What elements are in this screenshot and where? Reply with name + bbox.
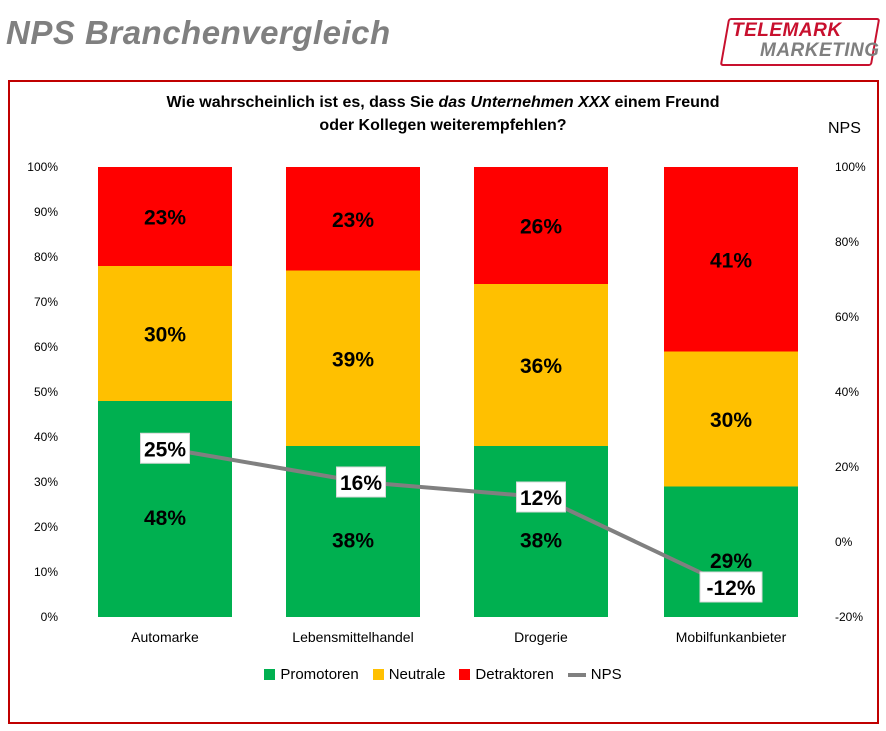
- y-right-tick-label: 40%: [835, 385, 859, 399]
- data-label-promotoren: 29%: [710, 550, 752, 573]
- bar-segment-detraktoren: [474, 167, 608, 284]
- y-left-tick-label: 30%: [34, 475, 58, 489]
- x-category-label: Drogerie: [514, 629, 568, 645]
- company-logo: TELEMARK MARKETING: [719, 14, 881, 68]
- y-right-tick-label: 20%: [835, 460, 859, 474]
- bar-segment-neutrale: [664, 351, 798, 487]
- y-left-tick-label: 60%: [34, 340, 58, 354]
- y-left-tick-label: 20%: [34, 520, 58, 534]
- data-label-neutrale: 36%: [520, 355, 562, 378]
- chart-question-line1: Wie wahrscheinlich ist es, dass Sie das …: [0, 94, 886, 112]
- bar-segment-detraktoren: [664, 167, 798, 352]
- legend-item-detraktoren: Detraktoren: [459, 666, 554, 683]
- data-label-detraktoren: 26%: [520, 216, 562, 239]
- y-left-tick-label: 40%: [34, 430, 58, 444]
- nps-data-label-box: [699, 571, 763, 603]
- bar-segment-detraktoren: [286, 167, 420, 271]
- data-label-promotoren: 48%: [144, 507, 186, 530]
- chart-legend: Promotoren Neutrale Detraktoren NPS: [0, 666, 886, 683]
- y-right-tick-label: 60%: [835, 310, 859, 324]
- nps-data-label: 16%: [340, 472, 382, 495]
- nps-axis-title: NPS: [828, 120, 861, 137]
- data-label-detraktoren: 41%: [710, 249, 752, 272]
- question-text-italic: das Unternehmen XXX: [438, 94, 611, 111]
- data-label-promotoren: 38%: [332, 530, 374, 553]
- x-category-label: Lebensmittelhandel: [292, 629, 413, 645]
- legend-swatch-promotoren: [264, 669, 276, 680]
- chart-question-line2: oder Kollegen weiterempfehlen?: [319, 117, 567, 134]
- chart-frame: [8, 80, 879, 724]
- legend-item-neutrale: Neutrale: [372, 666, 446, 683]
- legend-item-promotoren: Promotoren: [264, 666, 359, 683]
- bar-segment-promotoren: [474, 446, 608, 617]
- data-label-detraktoren: 23%: [144, 207, 186, 230]
- question-text-pre: Wie wahrscheinlich ist es, dass Sie: [166, 94, 439, 111]
- data-label-neutrale: 39%: [332, 348, 374, 371]
- bar-segment-detraktoren: [98, 167, 232, 266]
- legend-swatch-neutrale: [372, 669, 384, 680]
- nps-data-label: -12%: [706, 577, 755, 600]
- x-category-label: Automarke: [131, 629, 199, 645]
- question-text-post: einem Freund: [610, 94, 720, 111]
- y-left-tick-label: 70%: [34, 295, 58, 309]
- data-label-neutrale: 30%: [144, 324, 186, 347]
- page-title: NPS Branchenvergleich: [6, 14, 391, 51]
- y-right-tick-label: 100%: [835, 160, 866, 174]
- data-label-promotoren: 38%: [520, 530, 562, 553]
- legend-label-nps: NPS: [590, 666, 622, 683]
- legend-item-nps: NPS: [567, 666, 622, 683]
- nps-data-label: 12%: [520, 487, 562, 510]
- y-right-tick-label: -20%: [835, 610, 863, 624]
- data-label-detraktoren: 23%: [332, 209, 374, 232]
- legend-label-detraktoren: Detraktoren: [475, 666, 554, 683]
- bar-segment-neutrale: [98, 266, 232, 401]
- y-left-tick-label: 10%: [34, 565, 58, 579]
- bar-segment-neutrale: [474, 284, 608, 446]
- legend-label-promotoren: Promotoren: [280, 666, 359, 683]
- logo-text-telemark: TELEMARK: [732, 20, 842, 41]
- logo-text-marketing: MARKETING: [760, 40, 880, 61]
- legend-swatch-nps: [567, 672, 586, 677]
- y-left-tick-label: 80%: [34, 250, 58, 264]
- y-left-tick-label: 0%: [41, 610, 59, 624]
- y-right-tick-label: 0%: [835, 535, 853, 549]
- nps-line: [164, 446, 732, 589]
- y-right-tick-label: 80%: [835, 235, 859, 249]
- nps-data-label-box: [140, 432, 190, 464]
- x-category-label: Mobilfunkanbieter: [676, 629, 787, 645]
- bar-segment-neutrale: [286, 270, 420, 446]
- legend-swatch-detraktoren: [459, 669, 471, 680]
- data-label-neutrale: 30%: [710, 409, 752, 432]
- nps-data-label-box: [336, 466, 386, 498]
- y-left-tick-label: 100%: [27, 160, 58, 174]
- nps-data-label-box: [516, 481, 566, 513]
- legend-label-neutrale: Neutrale: [388, 666, 446, 683]
- y-left-tick-label: 50%: [34, 385, 58, 399]
- nps-data-label: 25%: [144, 438, 186, 461]
- y-left-tick-label: 90%: [34, 205, 58, 219]
